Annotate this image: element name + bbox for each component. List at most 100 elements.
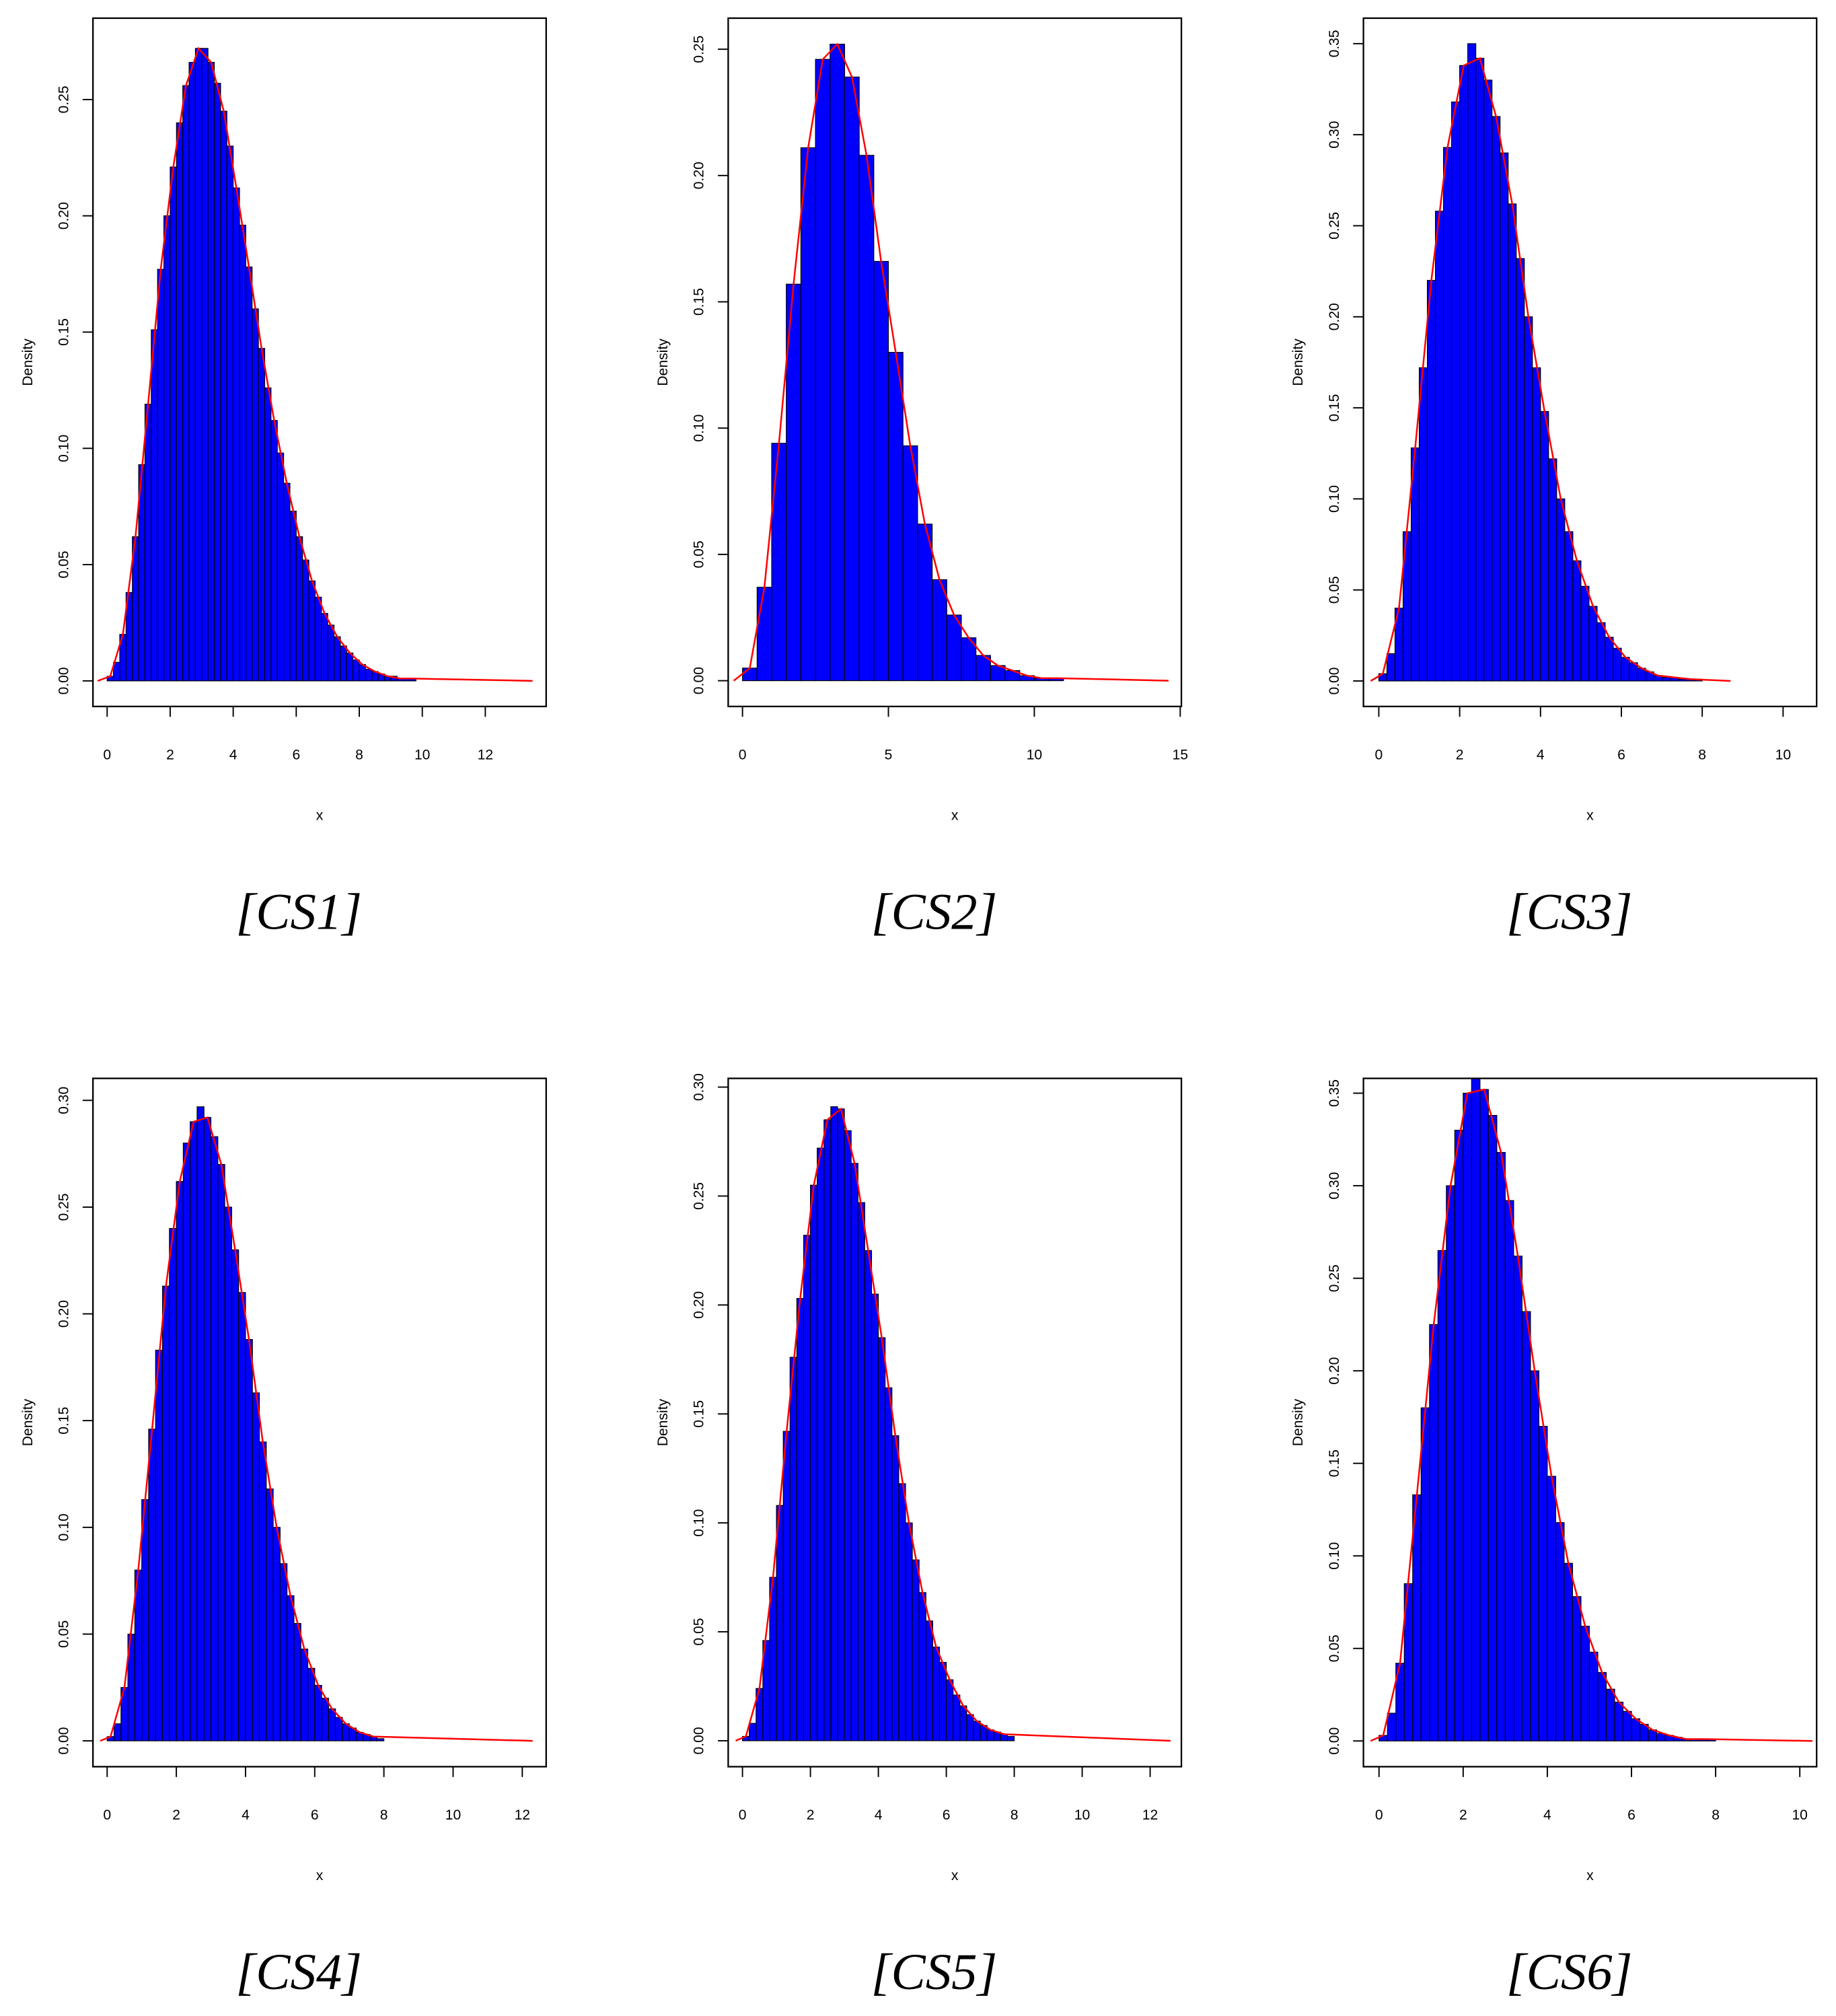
x-tick-label: 6 <box>311 1807 319 1823</box>
y-tick-label: 0.35 <box>1327 30 1342 57</box>
bar <box>144 404 152 682</box>
bar <box>196 1106 205 1741</box>
x-tick-label: 15 <box>1173 747 1188 762</box>
bar <box>1580 1626 1590 1741</box>
y-tick-label: 0.05 <box>692 1618 707 1646</box>
bar <box>1556 498 1566 682</box>
bar <box>277 452 285 682</box>
y-tick-label: 0.30 <box>1327 121 1342 149</box>
caption: [CS2] <box>871 883 998 940</box>
bar <box>245 1339 253 1741</box>
y-tick-label: 0.15 <box>57 318 72 346</box>
bar <box>1521 1311 1531 1741</box>
y-axis-label: Density <box>655 338 671 386</box>
x-tick-label: 8 <box>355 747 363 762</box>
caption: [CS5] <box>871 1943 998 2001</box>
bar <box>220 110 227 682</box>
bar <box>776 1505 784 1741</box>
bar <box>966 1714 974 1741</box>
bar <box>1504 1200 1514 1741</box>
bar <box>1555 1522 1565 1741</box>
panel: 0 2 4 6 8 10 12 0.00 0.05 0.10 0.15 0.20 0.25 0.30 x De… <box>655 1073 1183 2001</box>
x-tick-label: 12 <box>515 1807 530 1823</box>
bar <box>756 587 772 682</box>
bar <box>148 1429 156 1741</box>
caption: [CS4] <box>235 1943 362 2001</box>
bar <box>113 1723 122 1741</box>
x-tick-label: 6 <box>943 1807 951 1823</box>
x-tick-label: 4 <box>1537 747 1545 762</box>
x-tick-label: 5 <box>885 747 893 762</box>
caption: [CS6] <box>1506 1943 1633 2001</box>
bar <box>217 1163 225 1741</box>
bar <box>295 536 303 682</box>
bar <box>224 1207 232 1741</box>
x-tick-label: 4 <box>1543 1807 1551 1823</box>
bar <box>328 1708 336 1741</box>
bar <box>1588 606 1598 682</box>
bar <box>300 1649 309 1741</box>
x-tick-label: 0 <box>103 747 111 762</box>
bar <box>905 1522 913 1741</box>
plot-frame <box>92 17 547 708</box>
x-tick-label: 8 <box>1698 747 1706 762</box>
bar <box>1596 622 1606 682</box>
y-tick-label: 0.30 <box>57 1087 72 1114</box>
x-tick-label: 10 <box>1792 1807 1807 1823</box>
bar <box>959 1705 967 1741</box>
bar <box>1418 367 1428 682</box>
bar <box>258 348 266 682</box>
y-tick-label: 0.20 <box>57 1300 72 1328</box>
x-axis-label: x <box>316 808 324 824</box>
x-tick-label: 8 <box>1011 1807 1019 1823</box>
y-tick-label: 0.25 <box>1327 1264 1342 1292</box>
y-tick-label: 0.35 <box>1327 1079 1342 1107</box>
y-tick-label: 0.00 <box>692 667 707 694</box>
y-tick-label: 0.10 <box>1327 485 1342 513</box>
bar <box>803 1235 811 1741</box>
y-tick-label: 0.15 <box>1327 1449 1342 1477</box>
bar <box>182 85 190 682</box>
bar <box>340 645 347 682</box>
bar <box>912 1559 920 1741</box>
bar <box>844 76 860 682</box>
bar <box>335 1717 343 1741</box>
bar <box>182 1143 191 1741</box>
bar <box>376 1738 385 1741</box>
x-tick-label: 6 <box>292 747 300 762</box>
y-tick-label: 0.25 <box>692 36 707 63</box>
bar <box>169 1228 177 1741</box>
bar <box>210 1136 219 1741</box>
panel: 0 2 4 6 8 10 0.00 0.05 0.10 0.15 0.20 0.25 0.30 0.35 x… <box>1290 17 1818 940</box>
bar <box>314 1685 322 1741</box>
x-tick-label: 12 <box>478 747 493 762</box>
density-curve <box>1370 57 1731 682</box>
bar <box>239 224 246 682</box>
bar <box>973 1721 981 1741</box>
bar <box>878 1337 886 1741</box>
bar <box>1446 1185 1455 1741</box>
bar <box>264 387 272 682</box>
bar <box>157 268 165 682</box>
bar <box>864 1250 873 1741</box>
bar <box>887 352 904 682</box>
bar <box>1580 585 1590 682</box>
bar <box>898 1483 906 1741</box>
caption: [CS1] <box>235 883 362 940</box>
y-axis-label: Density <box>1290 338 1306 386</box>
x-tick-label: 10 <box>1074 1807 1090 1823</box>
x-tick-label: 2 <box>1459 1807 1467 1823</box>
bar <box>749 1723 757 1741</box>
bar <box>742 668 758 682</box>
x-tick-label: 2 <box>807 1807 815 1823</box>
bar <box>1564 531 1574 682</box>
y-tick-label: 0.15 <box>1327 394 1342 422</box>
y-tick-label: 0.10 <box>1327 1542 1342 1570</box>
bar <box>1516 258 1525 682</box>
bar <box>1479 1089 1489 1741</box>
bar <box>1530 1370 1539 1741</box>
bar <box>1434 211 1444 682</box>
bar <box>953 1694 961 1741</box>
